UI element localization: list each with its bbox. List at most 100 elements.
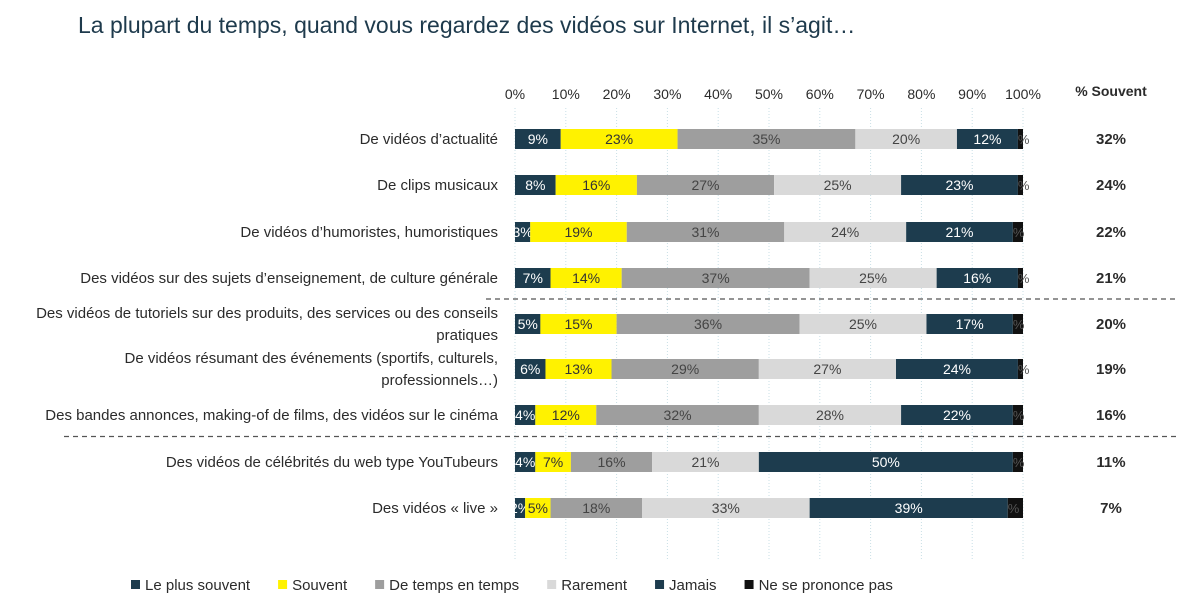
percent-souvent-value: 21% xyxy=(1096,270,1126,287)
x-tick-label: 50% xyxy=(755,86,783,102)
percent-souvent-value: 16% xyxy=(1096,407,1126,424)
bar-segment xyxy=(956,129,1018,149)
category-label: De vidéos d’humoristes, humoristiques xyxy=(240,224,498,241)
data-label: 16% xyxy=(963,270,991,286)
bar-segment xyxy=(926,314,1013,334)
legend-swatch xyxy=(547,580,557,589)
data-label: 2% xyxy=(510,500,530,516)
data-label: 5% xyxy=(518,316,538,332)
data-label: 13% xyxy=(564,361,592,377)
bar-segment xyxy=(636,175,775,195)
bar-segment xyxy=(545,359,612,379)
x-tick-label: 20% xyxy=(603,86,631,102)
bar-segment xyxy=(758,405,902,425)
bar-segment xyxy=(515,129,561,149)
bar-segment xyxy=(1007,498,1023,518)
percent-souvent-value: 19% xyxy=(1096,361,1126,378)
percent-souvent-value: 11% xyxy=(1096,454,1125,471)
bar-segment xyxy=(1012,452,1023,472)
data-label: % xyxy=(1013,408,1025,423)
data-label: % xyxy=(1018,362,1030,377)
category-label: professionnels…) xyxy=(381,372,498,389)
data-label: 18% xyxy=(582,500,610,516)
data-label: 6% xyxy=(520,361,540,377)
percent-souvent-value: 7% xyxy=(1100,500,1122,517)
bar-segment xyxy=(596,405,759,425)
bar-segment xyxy=(906,222,1013,242)
legend-label: Le plus souvent xyxy=(145,577,251,594)
x-tick-label: 0% xyxy=(505,86,525,102)
data-label: 33% xyxy=(712,500,740,516)
data-label: 21% xyxy=(945,224,973,240)
x-tick-label: 70% xyxy=(857,86,885,102)
data-label: 16% xyxy=(582,177,610,193)
bar-segment xyxy=(758,359,896,379)
data-label: % xyxy=(1018,132,1030,147)
bar-segment xyxy=(550,498,642,518)
bar-segment xyxy=(1017,175,1023,195)
legend-label: Ne se prononce pas xyxy=(759,577,893,594)
data-label: % xyxy=(1013,455,1025,470)
legend-label: Souvent xyxy=(292,577,348,594)
legend-swatch xyxy=(278,580,288,589)
data-label: % xyxy=(1013,225,1025,240)
bar-segment xyxy=(570,452,653,472)
data-label: 14% xyxy=(572,270,600,286)
legend-label: Rarement xyxy=(561,577,628,594)
data-label: 36% xyxy=(694,316,722,332)
bar-segment xyxy=(560,129,678,149)
bar-segment xyxy=(901,405,1013,425)
data-label: 24% xyxy=(831,224,859,240)
data-label: 24% xyxy=(943,361,971,377)
bar-segment xyxy=(550,268,622,288)
data-label: 23% xyxy=(945,177,973,193)
bar-segment xyxy=(809,498,1008,518)
percent-souvent-value: 22% xyxy=(1096,224,1126,241)
x-tick-label: 80% xyxy=(907,86,935,102)
data-label: 7% xyxy=(543,454,563,470)
data-label: 4% xyxy=(515,407,535,423)
data-label: 12% xyxy=(973,131,1001,147)
bar-segment xyxy=(530,222,627,242)
bar-segment xyxy=(784,222,907,242)
bar-segment xyxy=(652,452,759,472)
x-tick-label: 90% xyxy=(958,86,986,102)
bar-segment xyxy=(896,359,1018,379)
data-label: 50% xyxy=(872,454,900,470)
bar-segment xyxy=(855,129,957,149)
bar-segment xyxy=(515,175,556,195)
category-label: De clips musicaux xyxy=(377,177,498,194)
bar-segment xyxy=(1012,314,1023,334)
x-tick-label: 100% xyxy=(1005,86,1041,102)
data-label: 12% xyxy=(552,407,580,423)
chart-title: La plupart du temps, quand vous regardez… xyxy=(78,12,856,38)
data-label: 23% xyxy=(605,131,633,147)
data-label: 21% xyxy=(691,454,719,470)
data-label: 27% xyxy=(691,177,719,193)
bar-segment xyxy=(515,498,526,518)
data-label: % xyxy=(1013,317,1025,332)
bar-segment xyxy=(1017,268,1023,288)
bar-segment xyxy=(616,314,800,334)
bar-segment xyxy=(1012,222,1023,242)
bar-segment xyxy=(515,222,531,242)
bar-segment xyxy=(799,314,927,334)
category-label: Des vidéos de célébrités du web type You… xyxy=(166,454,498,471)
bar-segment xyxy=(1017,359,1023,379)
x-tick-label: 30% xyxy=(653,86,681,102)
legend-swatch xyxy=(744,580,754,589)
data-label: 22% xyxy=(943,407,971,423)
bar-segment xyxy=(901,175,1018,195)
bar-segment xyxy=(626,222,785,242)
data-label: 20% xyxy=(892,131,920,147)
data-label: 19% xyxy=(564,224,592,240)
bar-segment xyxy=(535,452,571,472)
data-label: 3% xyxy=(513,224,533,240)
x-tick-label: 40% xyxy=(704,86,732,102)
bar-segment xyxy=(611,359,759,379)
category-label: Des vidéos « live » xyxy=(372,500,498,517)
data-label: 35% xyxy=(752,131,780,147)
bar-segment xyxy=(525,498,551,518)
data-label: 15% xyxy=(564,316,592,332)
